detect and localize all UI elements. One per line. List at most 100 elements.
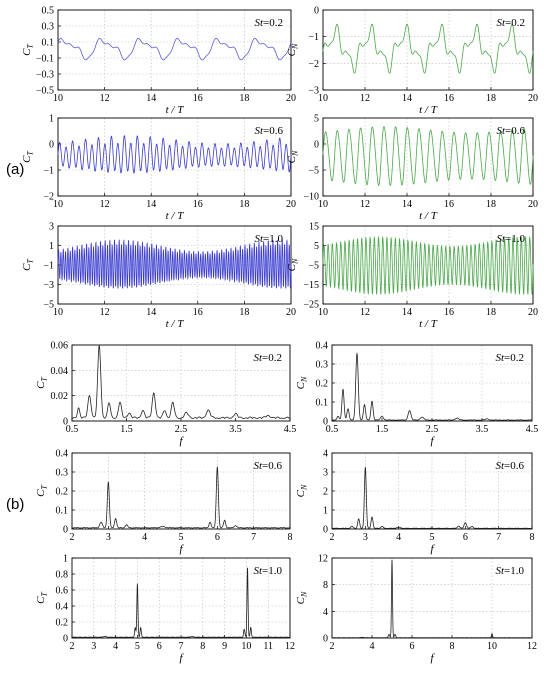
x-tick-label: 18 xyxy=(239,93,249,104)
y-tick-label: −5 xyxy=(43,300,54,311)
series-line xyxy=(331,352,533,421)
x-tick-label: 3 xyxy=(363,532,368,543)
x-tick-label: 12 xyxy=(100,307,110,318)
x-axis-label: t / T xyxy=(166,104,185,116)
x-tick-label: 20 xyxy=(286,93,296,104)
chart-b2l: 2 3 4 5 6 7 8 0.4 0.3 0.2 0.1 0 f CT St=0.6 xyxy=(35,449,293,556)
x-tick-label: 12 xyxy=(100,199,110,210)
x-tick-label: 20 xyxy=(528,307,538,318)
st-annotation: St=1.0 xyxy=(254,233,283,245)
st-annotation: St=0.6 xyxy=(495,460,524,472)
y-axis-label: CN xyxy=(286,150,300,163)
y-tick-label: −10 xyxy=(303,192,319,203)
x-tick-label: 6 xyxy=(215,532,220,543)
y-tick-label: 4 xyxy=(323,607,328,618)
y-tick-label: 0.3 xyxy=(56,468,69,479)
y-axis-label: CN xyxy=(295,484,309,497)
series-line xyxy=(71,466,291,529)
series-line xyxy=(322,23,534,74)
y-tick-label: 0.04 xyxy=(51,366,69,377)
x-tick-label: 2.5 xyxy=(175,424,188,435)
y-axis-label: CT xyxy=(21,151,35,163)
y-tick-label: 0 xyxy=(63,634,68,645)
plot-frame xyxy=(331,344,533,422)
x-tick-label: 16 xyxy=(193,307,203,318)
x-tick-label: 10 xyxy=(241,641,251,652)
chart-a1l: 10 12 14 16 18 20 0.5 0.3 0.1 −0.1 −0.3 −0.5 t / T CT… xyxy=(21,6,296,117)
y-tick-label: 0.02 xyxy=(51,391,69,402)
y-tick-label: −0.3 xyxy=(36,70,54,81)
x-tick-label: 2.5 xyxy=(426,424,439,435)
x-tick-label: 16 xyxy=(444,93,454,104)
y-tick-label: 0.2 xyxy=(56,487,69,498)
series-line xyxy=(57,37,292,61)
x-tick-label: 20 xyxy=(528,93,538,104)
x-axis-label: f xyxy=(179,652,184,664)
y-axis-label: CN xyxy=(295,376,309,389)
y-tick-label: 1 xyxy=(323,506,328,517)
y-axis-label: CT xyxy=(21,259,35,271)
x-tick-label: 14 xyxy=(402,307,412,318)
y-tick-label: 0.3 xyxy=(42,22,55,33)
x-tick-label: 6 xyxy=(157,641,162,652)
x-tick-label: 8 xyxy=(530,532,535,543)
x-tick-label: 3.5 xyxy=(229,424,242,435)
x-tick-label: 6 xyxy=(410,641,415,652)
st-annotation: St=0.2 xyxy=(253,352,282,364)
x-tick-label: 1.5 xyxy=(120,424,133,435)
chart-b2r: 2 3 4 5 6 7 8 4 3 2 1 0 f CN St=0.6 xyxy=(295,449,535,556)
plot-frame xyxy=(57,9,292,91)
x-tick-label: 5 xyxy=(430,532,435,543)
x-tick-label: 7 xyxy=(251,532,256,543)
x-axis-label: f xyxy=(430,652,435,664)
x-tick-label: 10 xyxy=(318,307,328,318)
x-tick-label: 8 xyxy=(288,532,293,543)
y-tick-label: −1 xyxy=(308,32,319,43)
x-tick-label: 4 xyxy=(113,641,118,652)
x-tick-label: 18 xyxy=(486,93,496,104)
x-tick-label: 2 xyxy=(330,532,335,543)
x-tick-label: 7 xyxy=(496,532,501,543)
y-tick-label: 0 xyxy=(49,140,54,151)
plot-frame xyxy=(71,452,291,530)
chart-b1l: 0.5 1.5 2.5 3.5 4.5 0.06 0.04 0.02 0 f CT St=0.2 xyxy=(35,341,296,448)
x-tick-label: 16 xyxy=(193,93,203,104)
y-tick-label: 0 xyxy=(323,417,328,428)
x-tick-label: 14 xyxy=(402,199,412,210)
y-tick-label: 1 xyxy=(49,241,54,252)
y-tick-label: 0.1 xyxy=(316,398,329,409)
st-annotation: St=0.6 xyxy=(254,125,283,137)
chart-a3r: 10 12 14 16 18 20 15 5 −5 −15 −25 t / T CN St=1.0 xyxy=(286,222,538,331)
x-axis-label: t / T xyxy=(419,318,438,330)
x-tick-label: 10 xyxy=(487,641,497,652)
y-tick-label: −0.1 xyxy=(36,54,54,65)
x-tick-label: 14 xyxy=(402,93,412,104)
x-tick-label: 20 xyxy=(286,199,296,210)
y-tick-label: 1 xyxy=(63,554,68,565)
y-axis-label: CT xyxy=(35,485,49,497)
x-tick-label: 11 xyxy=(263,641,273,652)
x-tick-label: 3 xyxy=(91,641,96,652)
x-tick-label: 4.5 xyxy=(526,424,539,435)
y-axis-label: CT xyxy=(35,377,49,389)
x-tick-label: 14 xyxy=(146,199,156,210)
x-tick-label: 10 xyxy=(53,199,63,210)
x-tick-label: 14 xyxy=(146,307,156,318)
y-tick-label: 0.2 xyxy=(56,618,69,629)
x-tick-label: 3.5 xyxy=(476,424,489,435)
x-tick-label: 10 xyxy=(318,199,328,210)
x-tick-label: 8 xyxy=(450,641,455,652)
x-tick-label: 4 xyxy=(142,532,147,543)
x-tick-label: 2 xyxy=(330,641,335,652)
y-tick-label: 8 xyxy=(323,580,328,591)
x-tick-label: 7 xyxy=(179,641,184,652)
y-tick-label: 0.4 xyxy=(56,602,69,613)
series-line xyxy=(57,239,292,289)
x-tick-label: 5 xyxy=(135,641,140,652)
x-tick-label: 14 xyxy=(146,93,156,104)
y-tick-label: 0.1 xyxy=(56,506,69,517)
series-line xyxy=(331,466,533,529)
x-tick-label: 12 xyxy=(285,641,295,652)
y-tick-label: 0.6 xyxy=(56,586,69,597)
series-line xyxy=(331,559,533,639)
